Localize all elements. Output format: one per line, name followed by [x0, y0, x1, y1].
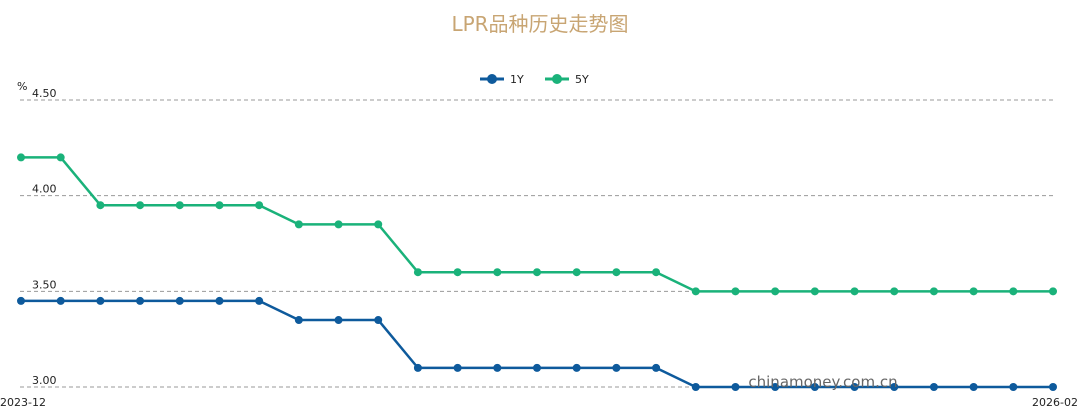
data-point-1y[interactable] [731, 383, 740, 391]
data-point-1y[interactable] [136, 296, 145, 305]
y-tick-label: 4.50 [32, 87, 57, 100]
data-point-1y[interactable] [255, 296, 264, 305]
data-point-1y[interactable] [1049, 383, 1057, 391]
data-point-5y[interactable] [572, 268, 581, 277]
data-point-5y[interactable] [175, 201, 184, 210]
legend-label-1y: 1Y [510, 73, 524, 86]
data-point-5y[interactable] [731, 287, 740, 296]
data-point-5y[interactable] [1049, 287, 1057, 296]
data-point-5y[interactable] [17, 153, 25, 162]
y-tick-label: 3.50 [32, 278, 57, 291]
data-point-5y[interactable] [652, 268, 661, 277]
gridlines [20, 99, 1056, 388]
data-point-1y[interactable] [493, 363, 502, 372]
data-point-1y[interactable] [810, 383, 819, 391]
legend[interactable]: 1Y 5Y [480, 73, 589, 86]
data-point-1y[interactable] [334, 316, 343, 325]
watermark-text: chinamoney.com.cn [748, 373, 897, 391]
data-point-5y[interactable] [136, 201, 145, 210]
data-point-5y[interactable] [850, 287, 859, 296]
data-point-5y[interactable] [533, 268, 541, 277]
y-tick-labels: 3.00 3.50 4.00 4.50 [32, 87, 57, 387]
data-point-5y[interactable] [969, 287, 978, 296]
data-point-1y[interactable] [533, 363, 541, 372]
data-point-1y[interactable] [890, 383, 899, 391]
data-point-1y[interactable] [929, 383, 938, 391]
data-point-5y[interactable] [493, 268, 502, 277]
data-point-1y[interactable] [1009, 383, 1018, 391]
data-point-5y[interactable] [929, 287, 938, 296]
data-point-5y[interactable] [96, 201, 105, 210]
y-tick-label: 3.00 [32, 374, 57, 387]
data-point-5y[interactable] [810, 287, 819, 296]
data-point-5y[interactable] [255, 201, 264, 210]
series-line-1y [21, 299, 1053, 389]
data-point-1y[interactable] [969, 383, 978, 391]
data-point-1y[interactable] [771, 383, 780, 391]
data-point-1y[interactable] [96, 296, 105, 305]
data-point-1y[interactable] [56, 296, 65, 305]
y-tick-label: 4.00 [32, 183, 57, 196]
data-point-1y[interactable] [652, 363, 661, 372]
data-point-1y[interactable] [453, 363, 462, 372]
data-point-1y[interactable] [374, 316, 383, 325]
legend-item-1y[interactable]: 1Y [480, 73, 524, 86]
data-point-5y[interactable] [890, 287, 899, 296]
data-point-5y[interactable] [334, 220, 343, 229]
data-point-5y[interactable] [413, 268, 422, 277]
chart-title: LPR品种历史走势图 [451, 12, 628, 36]
data-point-1y[interactable] [691, 383, 700, 391]
data-point-5y[interactable] [612, 268, 621, 277]
data-point-1y[interactable] [850, 383, 859, 391]
data-point-5y[interactable] [294, 220, 303, 229]
y-axis-unit-label: % [17, 80, 27, 93]
data-point-1y[interactable] [413, 363, 422, 372]
data-point-1y[interactable] [175, 296, 184, 305]
legend-item-5y[interactable]: 5Y [545, 73, 589, 86]
data-point-1y[interactable] [294, 316, 303, 325]
legend-label-5y: 5Y [575, 73, 589, 86]
series-points [17, 153, 1057, 391]
x-tick-label-start: 2023-12 [0, 396, 46, 409]
data-point-5y[interactable] [374, 220, 383, 229]
data-point-1y[interactable] [215, 296, 224, 305]
data-point-5y[interactable] [215, 201, 224, 210]
data-point-5y[interactable] [453, 268, 462, 277]
data-point-5y[interactable] [1009, 287, 1018, 296]
data-point-1y[interactable] [572, 363, 581, 372]
data-point-5y[interactable] [691, 287, 700, 296]
x-tick-label-end: 2026-02 [1032, 396, 1078, 409]
data-point-1y[interactable] [612, 363, 621, 372]
data-point-5y[interactable] [771, 287, 780, 296]
data-point-1y[interactable] [17, 296, 25, 305]
data-point-5y[interactable] [56, 153, 65, 162]
